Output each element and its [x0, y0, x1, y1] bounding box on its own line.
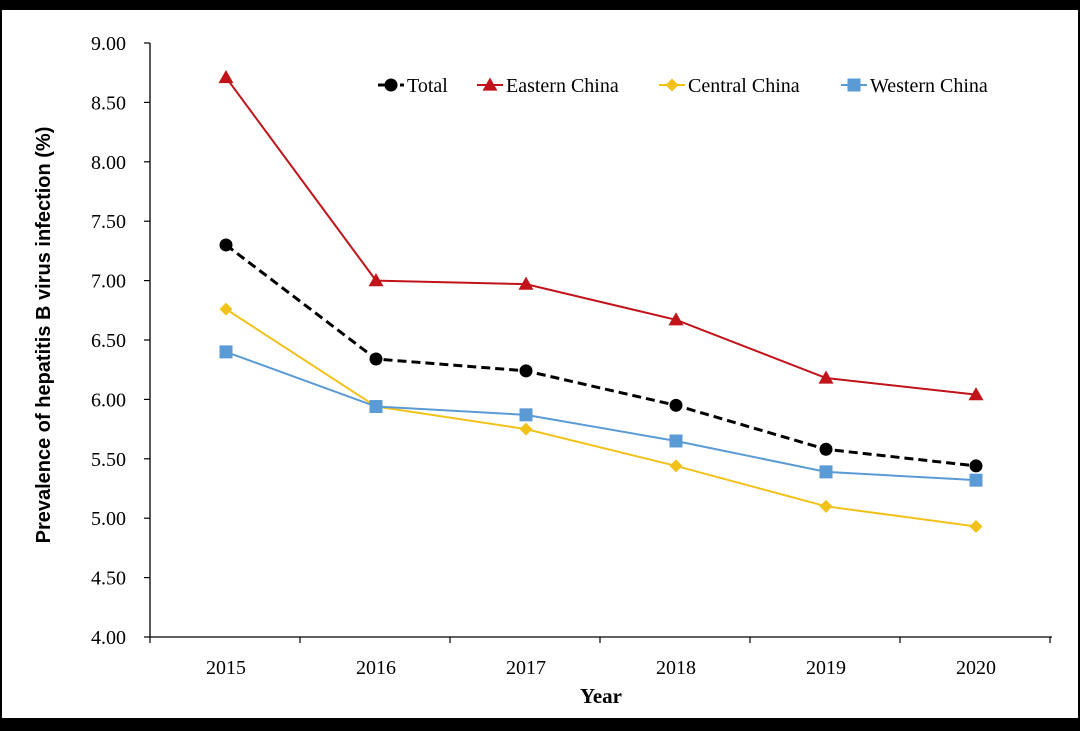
series-western-china — [219, 345, 983, 487]
y-tick-label: 9.00 — [91, 33, 126, 55]
data-point-eastern-china — [218, 69, 234, 84]
y-tick-label: 5.50 — [91, 449, 126, 471]
legend-marker-western-china — [847, 78, 861, 92]
series-line-eastern-china — [225, 76, 977, 396]
data-point-western-china — [369, 400, 383, 414]
series-central-china — [219, 302, 983, 534]
y-tick-label: 6.00 — [91, 389, 126, 411]
data-point-eastern-china — [368, 273, 384, 287]
data-point-total — [519, 364, 533, 378]
chart-panel — [2, 10, 1078, 718]
data-point-total — [369, 352, 383, 366]
series-total — [219, 238, 983, 473]
data-point-western-china — [819, 465, 833, 479]
legend-item-central-china: Central China — [659, 75, 800, 97]
x-tick-label: 2018 — [656, 657, 696, 679]
x-tick-label: 2020 — [956, 657, 996, 679]
x-tick-label: 2016 — [356, 657, 396, 679]
data-point-total — [219, 238, 233, 252]
y-tick-label: 8.50 — [91, 92, 126, 114]
data-point-total — [969, 459, 983, 473]
data-point-eastern-china — [818, 370, 834, 384]
data-point-central-china — [819, 499, 833, 513]
legend-label-central-china: Central China — [688, 75, 800, 97]
series-line-western-china — [225, 350, 977, 482]
data-point-central-china — [519, 422, 533, 436]
series-line-total — [225, 243, 977, 468]
data-point-eastern-china — [518, 276, 534, 290]
data-point-western-china — [519, 408, 533, 422]
y-tick-label: 7.50 — [91, 211, 126, 233]
series-eastern-china — [218, 69, 984, 401]
y-axis-ticks: 4.00 4.50 5.00 5.50 6.00 6.50 7.00 7.50 8.00 8.50… — [91, 33, 150, 649]
data-point-total — [819, 442, 833, 456]
legend-item-total: Total — [378, 75, 448, 97]
data-point-eastern-china — [968, 387, 984, 401]
data-point-central-china — [669, 459, 683, 473]
axes — [149, 43, 1052, 638]
series-line-central-china — [225, 308, 977, 528]
data-point-total — [669, 398, 683, 412]
data-point-western-china — [669, 434, 683, 448]
y-tick-label: 6.50 — [91, 330, 126, 352]
y-tick-label: 7.00 — [91, 271, 126, 293]
data-point-western-china — [969, 473, 983, 487]
data-point-western-china — [219, 345, 233, 359]
x-tick-label: 2015 — [206, 657, 246, 679]
x-tick-label: 2017 — [506, 657, 546, 679]
legend-label-western-china: Western China — [870, 75, 988, 97]
y-tick-label: 4.00 — [91, 627, 126, 649]
legend-item-western-china: Western China — [841, 75, 988, 97]
data-point-central-china — [219, 302, 233, 316]
data-point-central-china — [969, 520, 983, 534]
legend-marker-eastern-china — [482, 77, 498, 91]
y-tick-label: 4.50 — [91, 568, 126, 590]
legend: Total Eastern China Central China Western C… — [378, 75, 988, 97]
legend-item-eastern-china: Eastern China — [477, 75, 619, 97]
y-tick-label: 8.00 — [91, 152, 126, 174]
x-axis-title: Year — [580, 684, 622, 708]
legend-label-eastern-china: Eastern China — [506, 75, 619, 97]
legend-marker-central-china — [665, 78, 679, 92]
data-point-eastern-china — [668, 312, 684, 326]
x-tick-label: 2019 — [806, 657, 846, 679]
legend-marker-total — [384, 78, 398, 92]
series-layer — [218, 69, 984, 534]
y-tick-label: 5.00 — [91, 508, 126, 530]
y-axis-title: Prevalence of hepatitis B virus infectio… — [33, 127, 55, 544]
x-axis-ticks: 2015 2016 2017 2018 2019 2020 — [149, 637, 1051, 679]
legend-label-total: Total — [407, 75, 448, 97]
